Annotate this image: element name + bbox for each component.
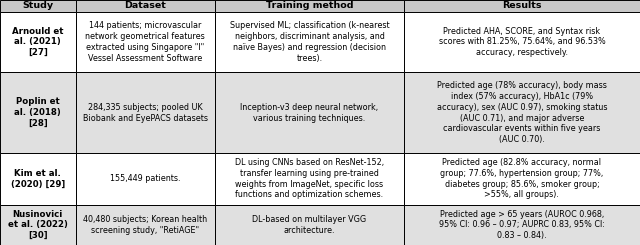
Bar [0,205,76,245]
Text: DL using CNNs based on ResNet-152,
transfer learning using pre-trained
weights f: DL using CNNs based on ResNet-152, trans… [235,158,384,199]
Text: Study: Study [22,1,53,10]
Text: Training method: Training method [266,1,353,10]
Bar [0,153,76,205]
Text: Inception-v3 deep neural network,
various training techniques.: Inception-v3 deep neural network, variou… [241,103,378,122]
Text: 40,480 subjects; Korean health
screening study, "RetiAGE": 40,480 subjects; Korean health screening… [83,215,207,235]
Bar [76,12,215,72]
Bar [0,0,76,12]
Text: Predicted age (78% accuracy), body mass
index (57% accuracy), HbA1c (79%
accurac: Predicted age (78% accuracy), body mass … [436,81,607,144]
Bar [0,12,76,72]
Bar [76,153,215,205]
Bar [76,0,215,12]
Text: 284,335 subjects; pooled UK
Biobank and EyePACS datasets: 284,335 subjects; pooled UK Biobank and … [83,103,208,122]
Text: Predicted AHA, SCORE, and Syntax risk
scores with 81.25%, 75.64%, and 96.53%
acc: Predicted AHA, SCORE, and Syntax risk sc… [438,27,605,57]
Bar [215,205,404,245]
Text: 155,449 patients.: 155,449 patients. [110,174,180,183]
Bar [215,72,404,153]
Bar [404,205,640,245]
Bar [215,12,404,72]
Text: Poplin et
al. (2018)
[28]: Poplin et al. (2018) [28] [14,98,61,128]
Bar [0,72,76,153]
Text: Predicted age (82.8% accuracy, normal
group; 77.6%, hypertension group; 77%,
dia: Predicted age (82.8% accuracy, normal gr… [440,158,604,199]
Text: Nusinovici
et al. (2022)
[30]: Nusinovici et al. (2022) [30] [8,209,68,240]
Bar [404,0,640,12]
Text: Kim et al.
(2020) [29]: Kim et al. (2020) [29] [11,169,65,189]
Text: Supervised ML; classification (k-nearest
neighbors, discriminant analysis, and
n: Supervised ML; classification (k-nearest… [230,21,389,62]
Text: Dataset: Dataset [124,1,166,10]
Text: Predicted age > 65 years (AUROC 0.968,
95% CI: 0.96 – 0.97; AUPRC 0.83, 95% CI:
: Predicted age > 65 years (AUROC 0.968, 9… [439,209,605,240]
Bar [215,153,404,205]
Bar [215,0,404,12]
Text: Results: Results [502,1,541,10]
Bar [76,72,215,153]
Text: 144 patients; microvascular
network geometrical features
extracted using Singapo: 144 patients; microvascular network geom… [85,21,205,62]
Bar [404,12,640,72]
Bar [76,205,215,245]
Text: DL-based on multilayer VGG
architecture.: DL-based on multilayer VGG architecture. [252,215,367,235]
Text: Arnould et
al. (2021)
[27]: Arnould et al. (2021) [27] [12,27,63,57]
Bar [404,72,640,153]
Bar [404,153,640,205]
